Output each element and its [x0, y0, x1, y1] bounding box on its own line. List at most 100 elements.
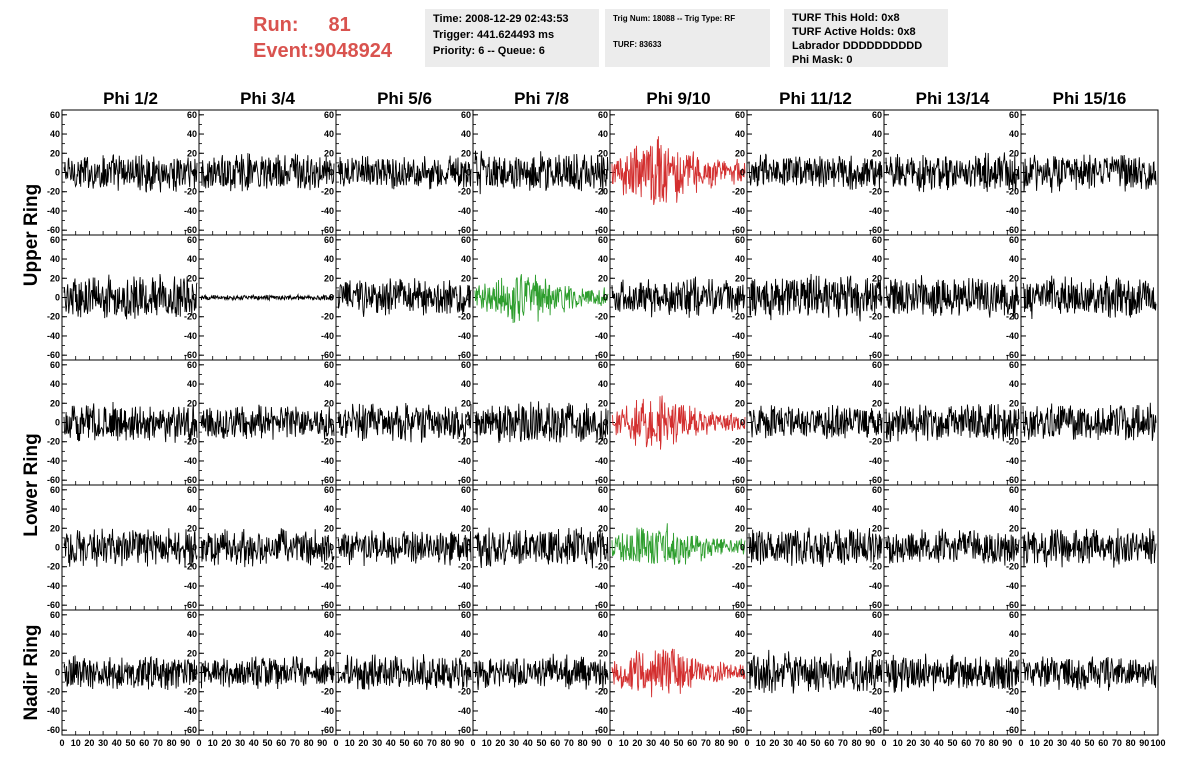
- x-tick-label: 40: [934, 738, 944, 748]
- x-tick-label: 90: [1139, 738, 1149, 748]
- y-tick-label: 60: [735, 235, 745, 245]
- y-tick-label: -40: [47, 581, 60, 591]
- x-tick-label: 60: [824, 738, 834, 748]
- waveform-trace: [611, 395, 746, 450]
- y-tick-label: -20: [47, 312, 60, 322]
- y-tick-label: -40: [47, 456, 60, 466]
- y-tick-label: -40: [595, 581, 608, 591]
- waveform-trace: [748, 404, 883, 440]
- x-tick-label: 10: [71, 738, 81, 748]
- trig-num-text: Trig Num: 18088 -- Trig Type: RF: [613, 14, 736, 23]
- y-tick-label: 20: [735, 648, 745, 658]
- y-tick-label: 40: [872, 629, 882, 639]
- x-tick-label: 80: [304, 738, 314, 748]
- x-tick-label: 60: [139, 738, 149, 748]
- run-event-block: Run: 81 Event:9048924: [253, 12, 392, 64]
- y-tick-label: -40: [47, 706, 60, 716]
- waveform-trace: [885, 275, 1020, 320]
- trigger-info-box: Trig Num: 18088 -- Trig Type: RF TURF: 8…: [605, 9, 770, 67]
- turf-active-text: TURF Active Holds: 0x8: [792, 26, 916, 38]
- x-tick-label: 50: [262, 738, 272, 748]
- y-tick-label: 0: [329, 168, 334, 178]
- waveform-trace: [885, 528, 1020, 566]
- waveform-trace: [63, 655, 198, 691]
- waveform-trace: [337, 278, 472, 317]
- y-tick-label: 20: [461, 648, 471, 658]
- run-row: Run: 81: [253, 12, 392, 38]
- y-tick-label: -60: [47, 600, 60, 610]
- y-tick-label: 40: [1009, 379, 1019, 389]
- y-tick-label: 0: [603, 543, 608, 553]
- y-tick-label: -20: [47, 687, 60, 697]
- x-tick-label: 20: [358, 738, 368, 748]
- y-tick-label: 40: [461, 504, 471, 514]
- y-tick-label: 60: [187, 360, 197, 370]
- x-tick-label: 40: [1071, 738, 1081, 748]
- x-tick-label: 70: [564, 738, 574, 748]
- y-tick-label: 40: [872, 504, 882, 514]
- y-tick-label: 0: [55, 168, 60, 178]
- waveform-trace: [337, 155, 472, 190]
- x-tick-label: 60: [961, 738, 971, 748]
- y-tick-label: -40: [869, 581, 882, 591]
- waveform-trace: [337, 402, 472, 443]
- x-tick-label: 50: [673, 738, 683, 748]
- y-tick-label: 20: [598, 398, 608, 408]
- y-tick-label: -60: [184, 600, 197, 610]
- y-tick-label: 40: [461, 254, 471, 264]
- y-tick-label: -20: [458, 562, 471, 572]
- turf-hold-text: TURF This Hold: 0x8: [792, 12, 900, 24]
- y-tick-label: -60: [458, 475, 471, 485]
- y-tick-label: -60: [184, 475, 197, 485]
- x-tick-label: 80: [441, 738, 451, 748]
- waveform-trace: [611, 136, 746, 205]
- y-tick-label: 60: [1009, 110, 1019, 120]
- y-tick-label: -40: [184, 706, 197, 716]
- x-tick-label: 0: [607, 738, 612, 748]
- x-tick-label: 60: [276, 738, 286, 748]
- waveform-trace: [1022, 154, 1157, 193]
- y-tick-label: -60: [321, 600, 334, 610]
- y-tick-label: 20: [50, 648, 60, 658]
- y-tick-label: 40: [598, 129, 608, 139]
- column-header: Phi 9/10: [646, 89, 710, 108]
- y-tick-label: 60: [461, 485, 471, 495]
- waveform-trace: [748, 273, 883, 322]
- x-tick-label: 10: [482, 738, 492, 748]
- y-tick-label: 60: [187, 235, 197, 245]
- y-tick-label: -40: [1006, 581, 1019, 591]
- waveform-trace: [611, 276, 746, 318]
- y-tick-label: 60: [187, 485, 197, 495]
- column-header: Phi 15/16: [1053, 89, 1127, 108]
- labrador-text: Labrador DDDDDDDDDD: [792, 40, 923, 52]
- y-tick-label: 40: [50, 629, 60, 639]
- y-tick-label: 0: [877, 168, 882, 178]
- waveform-trace: [1022, 275, 1157, 320]
- y-tick-label: 0: [1014, 168, 1019, 178]
- y-tick-label: -60: [47, 225, 60, 235]
- y-tick-label: 60: [735, 610, 745, 620]
- y-tick-label: 40: [50, 129, 60, 139]
- y-tick-label: -40: [321, 206, 334, 216]
- y-tick-label: -20: [458, 187, 471, 197]
- y-tick-label: -20: [1006, 437, 1019, 447]
- y-tick-label: -40: [184, 456, 197, 466]
- y-tick-label: 0: [329, 668, 334, 678]
- x-tick-label: 0: [333, 738, 338, 748]
- y-tick-label: 40: [872, 129, 882, 139]
- y-tick-label: 0: [740, 418, 745, 428]
- x-tick-label: 40: [112, 738, 122, 748]
- waveform-trace: [1022, 656, 1157, 691]
- y-tick-label: -40: [595, 206, 608, 216]
- x-tick-label: 80: [715, 738, 725, 748]
- y-tick-label: 20: [872, 273, 882, 283]
- y-tick-label: 20: [50, 523, 60, 533]
- y-tick-label: -40: [47, 206, 60, 216]
- y-tick-label: -40: [184, 206, 197, 216]
- y-tick-label: 20: [872, 398, 882, 408]
- waveform-trace: [200, 404, 335, 440]
- x-tick-label: 70: [153, 738, 163, 748]
- y-tick-label: -60: [732, 225, 745, 235]
- y-tick-label: -60: [184, 725, 197, 735]
- y-tick-label: -60: [1006, 475, 1019, 485]
